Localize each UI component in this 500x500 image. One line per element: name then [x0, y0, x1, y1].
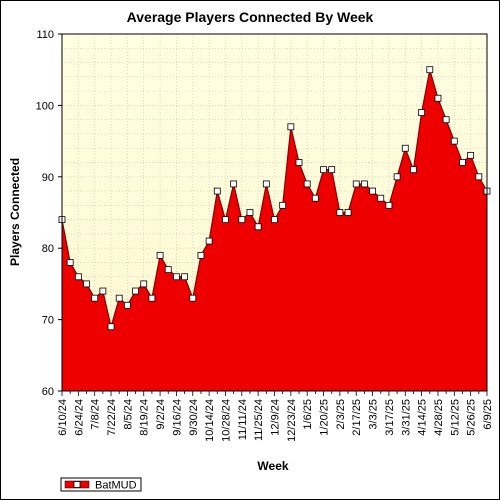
x-tick-label: 12/9/24: [270, 399, 282, 436]
data-point: [173, 273, 180, 281]
x-tick-label: 1/20/25: [319, 399, 331, 436]
data-point: [238, 216, 246, 224]
data-point: [213, 187, 221, 195]
x-tick-label: 4/28/25: [433, 399, 445, 436]
x-axis-label: Week: [257, 459, 288, 473]
data-point: [205, 237, 213, 245]
x-tick-label: 7/22/24: [106, 399, 118, 436]
legend: BatMUD: [60, 477, 142, 492]
data-point: [132, 287, 139, 295]
x-tick-label: 9/2/24: [155, 399, 167, 430]
x-tick-label: 8/19/24: [139, 399, 151, 436]
y-tick-label: 80: [42, 243, 54, 255]
x-tick-label: 12/23/24: [286, 399, 298, 442]
y-tick-label: 90: [42, 172, 54, 184]
data-point: [115, 294, 123, 302]
data-point: [164, 266, 172, 274]
y-tick-label: 110: [36, 29, 54, 41]
data-point: [140, 280, 148, 288]
data-point: [189, 294, 197, 302]
x-tick-label: 6/24/24: [73, 399, 85, 436]
data-point: [197, 251, 205, 259]
data-point: [181, 273, 189, 281]
y-axis: 60 70 80 90 100 110: [36, 29, 62, 398]
x-tick-label: 7/8/24: [90, 399, 102, 430]
data-point: [271, 216, 278, 224]
data-point: [83, 280, 90, 288]
x-tick-label: 3/17/25: [384, 399, 396, 436]
data-point: [352, 180, 360, 188]
data-point: [385, 201, 393, 209]
data-point: [401, 144, 409, 152]
data-point: [222, 216, 229, 224]
data-point: [246, 209, 254, 216]
data-point: [295, 159, 303, 166]
data-point: [344, 209, 352, 216]
x-tick-label: 5/26/25: [466, 399, 478, 436]
data-point: [156, 251, 164, 259]
data-point: [393, 173, 401, 181]
data-point: [279, 201, 287, 209]
x-tick-label: 5/12/25: [449, 399, 461, 436]
x-tick-label: 11/25/24: [253, 399, 265, 441]
data-point: [254, 223, 262, 231]
data-point: [328, 166, 336, 174]
x-tick-label: 10/14/24: [204, 399, 216, 442]
data-point: [230, 180, 238, 188]
data-point: [74, 273, 82, 281]
data-point: [467, 151, 475, 159]
x-tick-label: 9/30/24: [188, 399, 200, 436]
data-point: [434, 94, 442, 102]
x-tick-label: 10/28/24: [220, 399, 232, 442]
data-point: [91, 294, 99, 302]
x-tick-label: 6/10/24: [57, 399, 69, 436]
chart-title: Average Players Connected By Week: [127, 9, 374, 25]
data-point: [123, 301, 131, 309]
data-point: [369, 187, 376, 195]
x-tick-label: 8/5/24: [122, 399, 134, 430]
data-point: [148, 294, 156, 302]
data-point: [336, 209, 344, 216]
data-point: [303, 180, 311, 188]
x-tick-label: 2/3/25: [335, 399, 347, 430]
series-markers: [58, 66, 491, 331]
data-point: [410, 166, 417, 174]
data-point: [287, 123, 295, 131]
data-point: [99, 287, 107, 295]
data-point: [360, 180, 368, 188]
x-tick-label: 3/31/25: [400, 399, 412, 436]
data-point: [450, 137, 458, 145]
data-point: [459, 159, 466, 166]
data-point: [66, 259, 74, 266]
x-tick-label: 3/3/25: [368, 399, 380, 430]
x-tick-label: 11/11/24: [237, 399, 249, 440]
data-point: [262, 180, 270, 188]
y-tick-label: 70: [42, 315, 54, 327]
data-point: [320, 166, 327, 174]
x-tick-label: 4/14/25: [417, 399, 429, 436]
legend-label: BatMUD: [95, 480, 137, 492]
data-point: [107, 323, 115, 331]
legend-marker: [73, 481, 81, 488]
x-tick-label: 9/16/24: [171, 399, 183, 436]
x-tick-label: 6/9/25: [482, 399, 494, 430]
data-point: [442, 116, 450, 124]
data-point: [426, 66, 434, 74]
y-tick-label: 60: [42, 386, 54, 398]
x-tick-label: 1/6/25: [302, 399, 314, 430]
y-axis-label: Players Connected: [8, 158, 22, 266]
x-axis: 6/10/24 6/24/24 7/8/24 7/22/24 8/5/24 8/19/24…: [57, 391, 494, 442]
y-tick-label: 100: [36, 100, 54, 112]
data-point: [418, 109, 426, 116]
data-point: [475, 173, 483, 181]
data-point: [311, 194, 319, 202]
data-point: [377, 194, 385, 202]
series-area: [62, 69, 487, 391]
x-tick-label: 2/17/25: [351, 399, 363, 436]
